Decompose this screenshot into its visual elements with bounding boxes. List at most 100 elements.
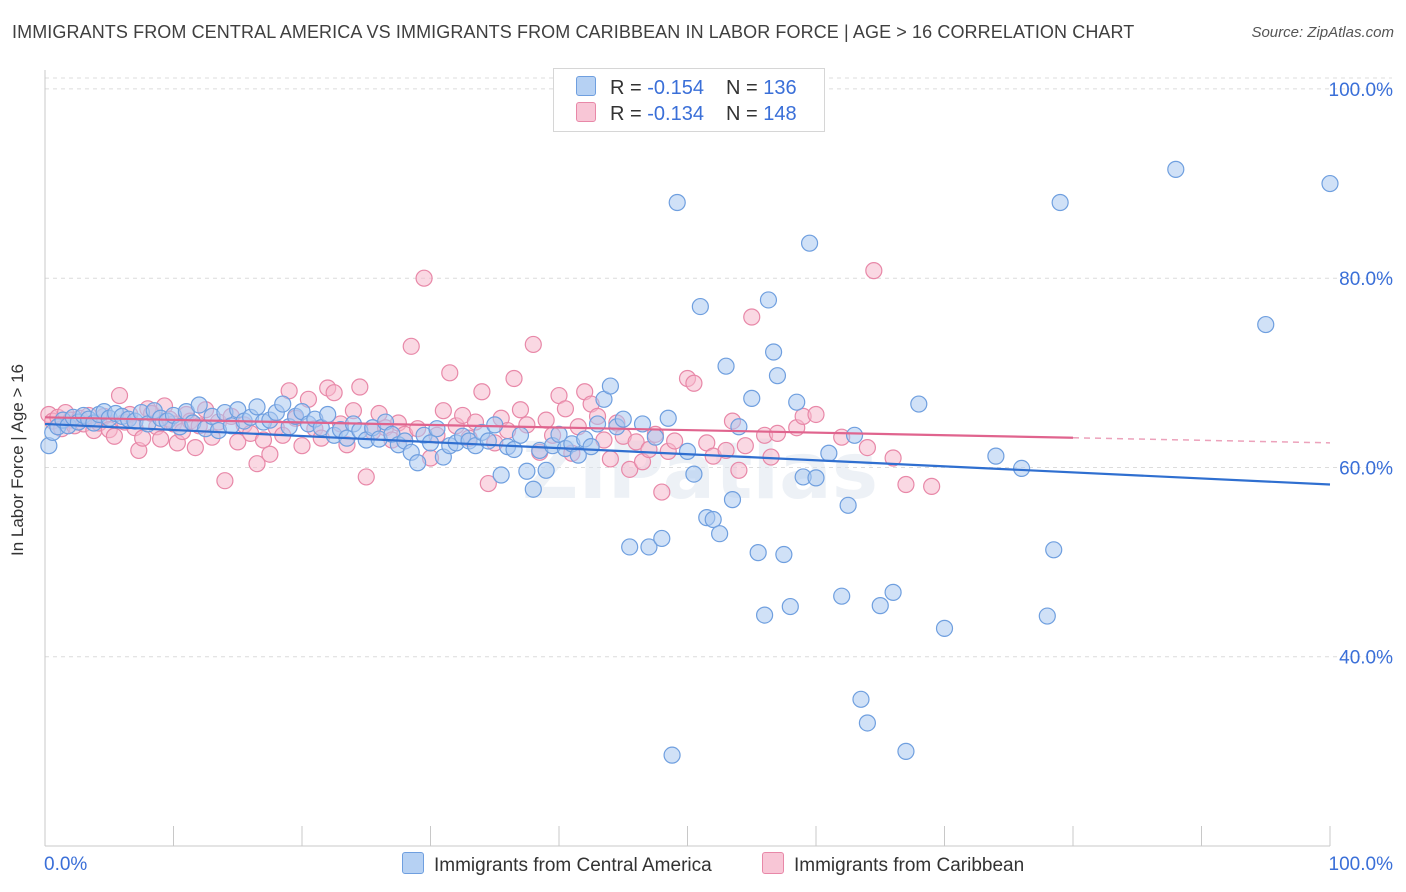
- y-axis-title: In Labor Force | Age > 16: [8, 363, 27, 557]
- data-point: [1167, 160, 1185, 178]
- data-point: [923, 477, 941, 495]
- data-point: [897, 742, 915, 760]
- data-point: [1051, 193, 1069, 212]
- data-point: [807, 469, 825, 487]
- data-point: [492, 466, 510, 484]
- data-point: [800, 234, 819, 252]
- data-point: [897, 475, 915, 494]
- data-point: [537, 411, 555, 429]
- data-point: [633, 415, 652, 433]
- x-axis-ticks: [44, 826, 1331, 846]
- data-point: [717, 441, 735, 460]
- data-point: [601, 450, 620, 468]
- legend-swatch-pink: [762, 852, 784, 874]
- axes: [44, 70, 1330, 847]
- data-point: [486, 416, 504, 434]
- data-point: [216, 472, 234, 490]
- data-point: [884, 583, 902, 601]
- data-point: [569, 446, 587, 464]
- legend-label: Immigrants from Caribbean: [794, 855, 1025, 876]
- data-point: [402, 337, 420, 355]
- data-point: [788, 393, 806, 411]
- data-point: [711, 525, 729, 543]
- data-point: [505, 369, 523, 388]
- data-point: [865, 262, 883, 280]
- data-point: [261, 445, 279, 463]
- legend-swatch-pink: [576, 102, 596, 122]
- data-point: [511, 401, 530, 419]
- data-point: [319, 405, 337, 424]
- data-point: [524, 335, 542, 354]
- data-point: [428, 420, 446, 438]
- data-point: [858, 438, 877, 457]
- data-point: [254, 431, 273, 449]
- data-point: [479, 474, 497, 493]
- trend-lines: [44, 416, 1331, 486]
- legend-n-label: N =: [725, 103, 764, 125]
- legend-r-value: -0.154: [647, 77, 704, 99]
- data-point: [858, 714, 877, 732]
- data-point: [1012, 459, 1031, 478]
- data-point: [666, 432, 684, 450]
- data-point: [775, 545, 793, 564]
- data-point: [415, 269, 433, 287]
- x-tick-label-min: 0.0%: [44, 854, 87, 875]
- trend-line-solid: [44, 422, 1331, 486]
- legend-n-value: 136: [763, 77, 797, 99]
- legend-item-central-america[interactable]: Immigrants from Central America: [402, 852, 712, 877]
- data-point: [537, 461, 555, 479]
- data-point: [621, 538, 639, 556]
- legend-r-value: -0.134: [647, 103, 704, 125]
- data-point: [653, 529, 671, 548]
- data-point: [357, 468, 375, 486]
- data-point: [601, 377, 620, 395]
- x-axis-tick-labels: 0.0% 100.0%: [44, 854, 1393, 875]
- legend-r-label: R =: [610, 103, 648, 125]
- data-point: [293, 437, 311, 455]
- data-point: [186, 438, 204, 457]
- data-point: [653, 483, 671, 501]
- data-point: [351, 378, 369, 396]
- data-point: [910, 395, 928, 413]
- data-point: [759, 291, 778, 309]
- legend-row-central-america: R = -0.154 N = 136: [576, 76, 797, 100]
- data-point: [479, 432, 497, 450]
- y-tick-label: 60.0%: [1339, 458, 1393, 479]
- data-point: [743, 389, 761, 407]
- data-point: [833, 587, 851, 605]
- data-point: [556, 400, 575, 418]
- correlation-legend: R = -0.154 N = 136 R = -0.134 N = 148: [553, 68, 825, 132]
- data-point: [691, 297, 709, 316]
- source-label: Source: ZipAtlas.com: [1251, 24, 1394, 41]
- data-point: [1038, 607, 1056, 625]
- data-point: [1045, 541, 1063, 559]
- data-point: [646, 428, 664, 446]
- data-point: [505, 440, 523, 459]
- data-point: [839, 496, 857, 514]
- data-point: [614, 410, 632, 428]
- data-point: [768, 367, 787, 385]
- data-point: [640, 538, 658, 556]
- data-point: [755, 606, 774, 624]
- y-tick-label: 80.0%: [1339, 269, 1393, 290]
- data-point: [717, 357, 735, 375]
- data-point: [730, 461, 748, 479]
- data-point: [730, 418, 748, 436]
- data-point: [582, 438, 600, 456]
- data-point: [678, 442, 697, 460]
- legend-item-caribbean[interactable]: Immigrants from Caribbean: [762, 852, 1024, 877]
- legend-n-label: N =: [725, 77, 764, 99]
- legend-r-label: R =: [610, 77, 648, 99]
- chart-title: IMMIGRANTS FROM CENTRAL AMERICA VS IMMIG…: [12, 22, 1135, 42]
- data-point: [807, 405, 825, 424]
- data-point: [248, 398, 266, 416]
- y-tick-label: 40.0%: [1339, 648, 1393, 669]
- legend-n-value: 148: [763, 103, 797, 125]
- data-point: [659, 409, 677, 427]
- series-legend: Immigrants from Central America Immigran…: [0, 852, 1406, 878]
- data-point: [110, 386, 129, 405]
- data-point: [781, 597, 799, 616]
- data-point: [663, 746, 681, 764]
- legend-swatch-blue: [402, 852, 424, 874]
- data-point: [685, 465, 703, 483]
